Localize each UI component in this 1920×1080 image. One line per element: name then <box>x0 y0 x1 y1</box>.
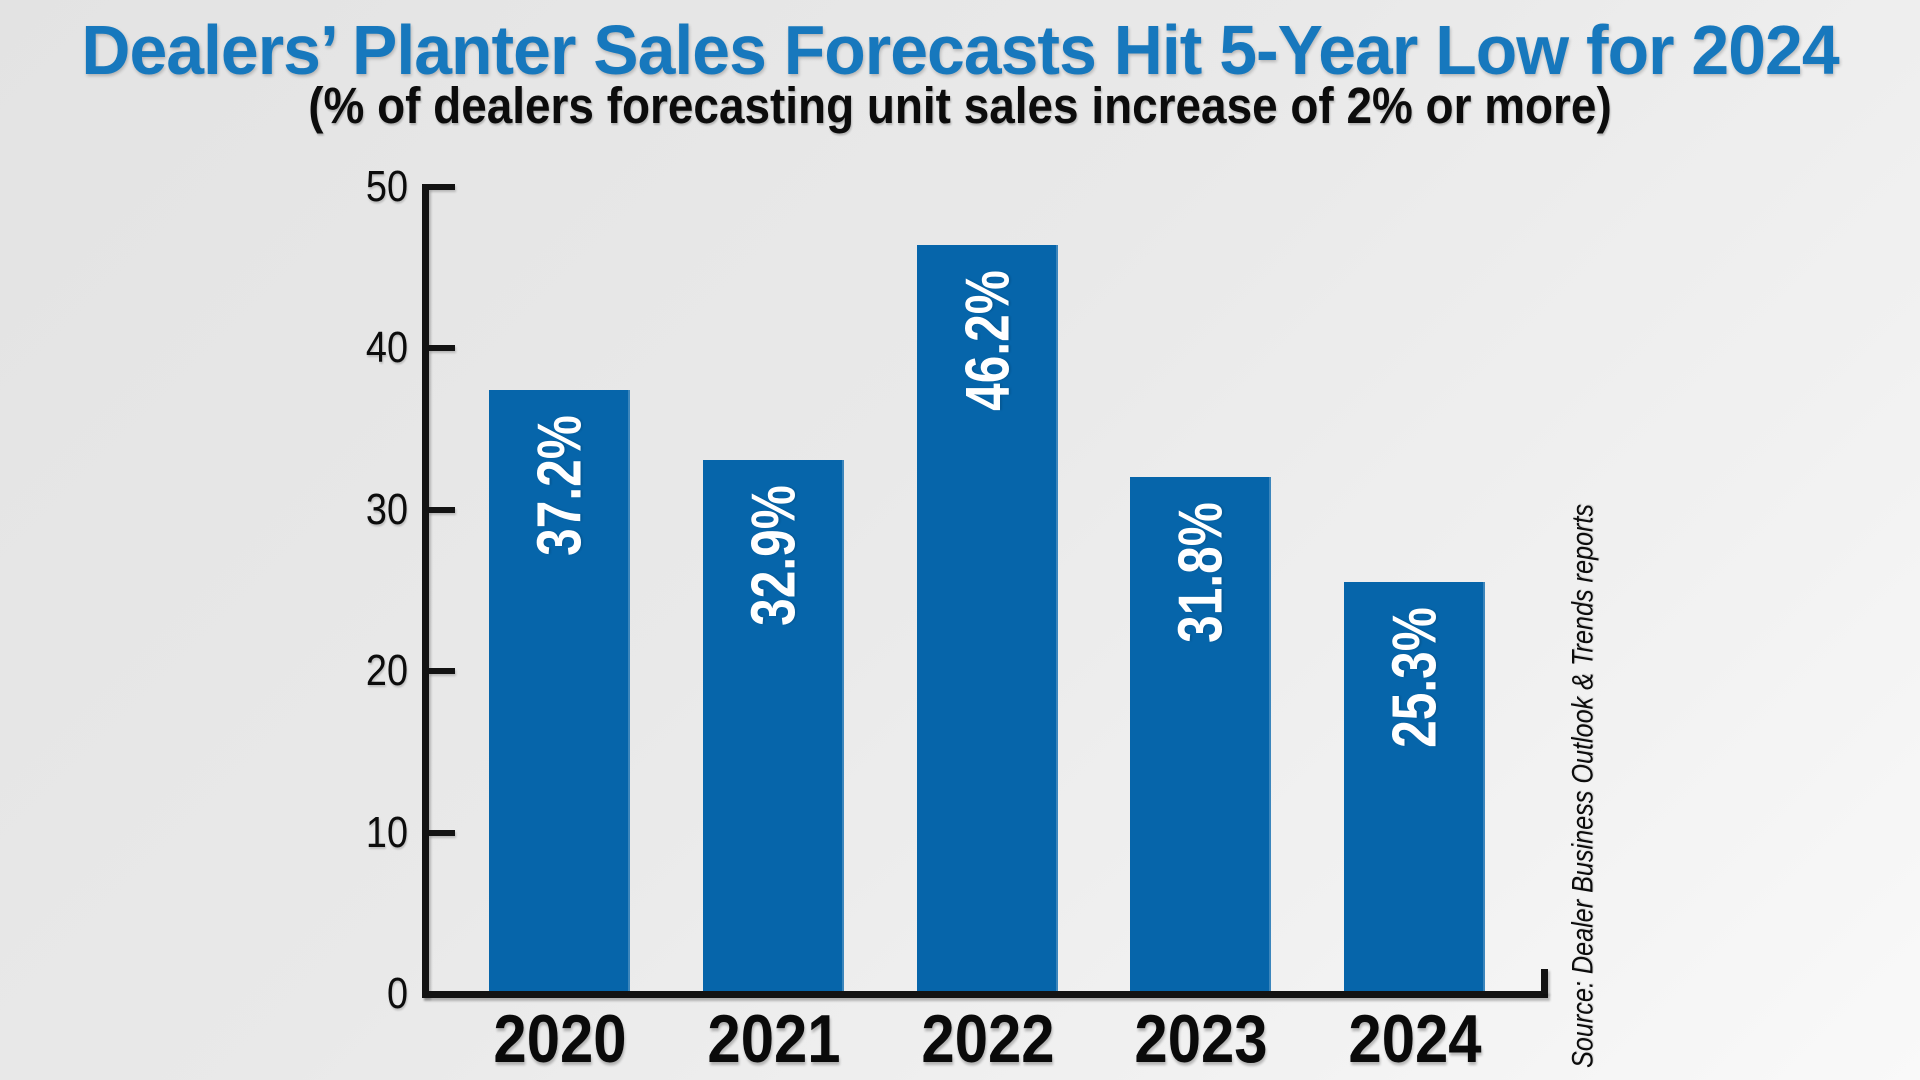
x-axis-line <box>422 991 1548 998</box>
y-axis-label-40: 40 <box>365 323 408 372</box>
x-axis-label-2022: 2022 <box>920 1001 1055 1077</box>
y-axis-label-0: 0 <box>386 969 408 1018</box>
x-axis-end-cap <box>1541 969 1548 994</box>
y-axis-label-50: 50 <box>365 161 408 211</box>
bar-2024: 25.3% <box>1344 582 1485 991</box>
bar-value-container-2024: 25.3% <box>1344 582 1485 772</box>
y-axis-tick-40 <box>429 345 455 351</box>
y-axis-tick-10 <box>429 829 455 836</box>
bar-2021: 32.9% <box>703 460 844 991</box>
bar-value-label-2024: 25.3% <box>1380 606 1449 748</box>
y-axis-tick-30 <box>429 506 455 513</box>
y-axis-label-30: 30 <box>365 484 408 534</box>
bar-value-label-2022: 46.2% <box>953 269 1022 411</box>
bar-value-label-2021: 32.9% <box>739 484 808 626</box>
bar-2020: 37.2% <box>489 390 630 991</box>
bar-value-container-2022: 46.2% <box>917 245 1058 435</box>
y-axis-tick-50 <box>429 183 455 190</box>
x-axis-label-2020: 2020 <box>492 1001 627 1077</box>
bar-value-label-2023: 31.8% <box>1166 501 1235 643</box>
bar-value-container-2023: 31.8% <box>1130 477 1271 667</box>
y-axis-label-10: 10 <box>365 807 408 857</box>
source-note-container: Source: Dealer Business Outlook & Trends… <box>1548 495 1620 1077</box>
x-axis-label-2024: 2024 <box>1347 1001 1482 1077</box>
source-note: Source: Dealer Business Outlook & Trends… <box>1567 504 1601 1068</box>
x-axis-label-2023: 2023 <box>1133 1001 1268 1077</box>
y-axis-tick-20 <box>429 668 455 674</box>
bar-value-label-2020: 37.2% <box>525 414 594 556</box>
bar-2023: 31.8% <box>1130 477 1271 991</box>
y-axis-line <box>422 184 429 998</box>
bar-value-container-2021: 32.9% <box>703 460 844 650</box>
chart-subtitle: (% of dealers forecasting unit sales inc… <box>308 77 1612 134</box>
chart-title: Dealers’ Planter Sales Forecasts Hit 5-Y… <box>81 11 1839 89</box>
x-axis-label-2021: 2021 <box>706 1001 841 1077</box>
bar-value-container-2020: 37.2% <box>489 390 630 580</box>
bar-2022: 46.2% <box>917 245 1058 991</box>
y-axis-label-20: 20 <box>365 646 408 695</box>
